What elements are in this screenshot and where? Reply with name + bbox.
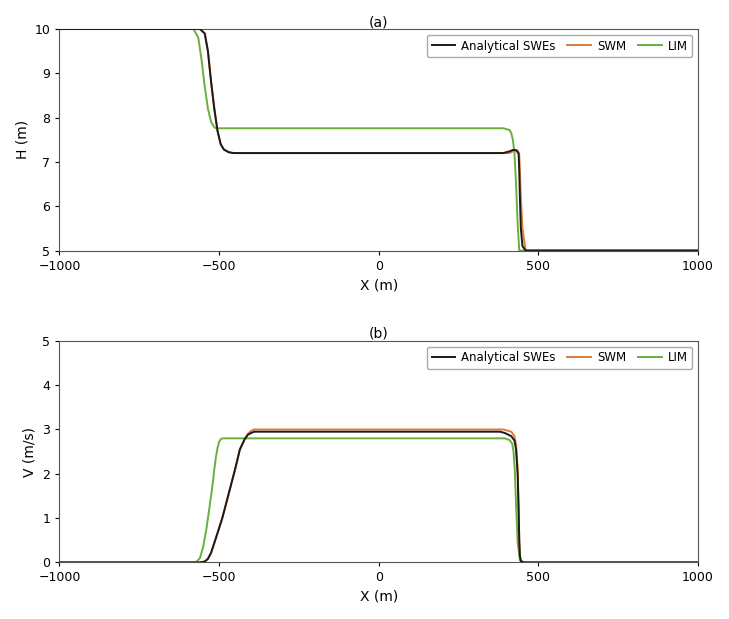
Y-axis label: V (m/s): V (m/s) <box>23 426 37 477</box>
Title: (b): (b) <box>369 327 389 341</box>
Title: (a): (a) <box>369 15 389 29</box>
X-axis label: X (m): X (m) <box>359 278 398 292</box>
Legend: Analytical SWEs, SWM, LIM: Analytical SWEs, SWM, LIM <box>427 347 692 369</box>
Y-axis label: H (m): H (m) <box>15 120 29 159</box>
X-axis label: X (m): X (m) <box>359 590 398 604</box>
Legend: Analytical SWEs, SWM, LIM: Analytical SWEs, SWM, LIM <box>427 35 692 58</box>
